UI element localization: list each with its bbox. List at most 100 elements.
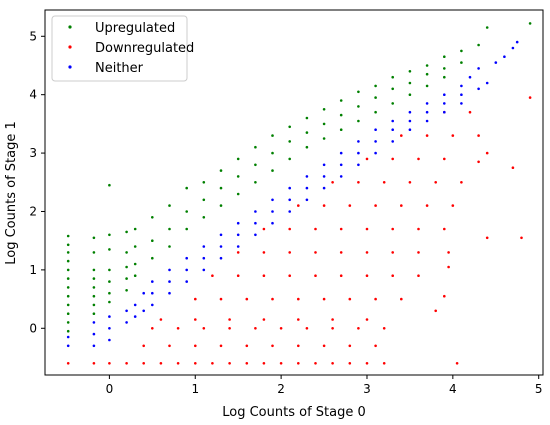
data-point — [297, 297, 300, 301]
series-neither — [66, 40, 519, 348]
data-point — [185, 280, 188, 283]
data-point — [288, 140, 292, 143]
data-point — [66, 321, 70, 324]
data-point — [425, 119, 429, 123]
data-point — [408, 93, 412, 96]
data-point — [288, 251, 292, 254]
data-point — [211, 362, 214, 365]
data-point — [447, 265, 450, 269]
data-point — [151, 291, 154, 295]
data-point — [322, 344, 326, 348]
data-point — [391, 157, 395, 161]
data-point — [168, 280, 171, 283]
data-point — [245, 362, 249, 365]
data-point — [133, 303, 137, 307]
legend-box — [51, 15, 188, 82]
data-point — [485, 81, 489, 85]
data-point — [331, 181, 334, 184]
data-point — [322, 297, 326, 301]
data-point — [271, 198, 274, 202]
data-point — [66, 294, 70, 298]
x-tick-label: 2 — [277, 382, 285, 396]
y-tick-label: 2 — [29, 204, 37, 218]
data-point — [348, 344, 352, 348]
data-point — [417, 227, 420, 231]
data-point — [133, 315, 137, 318]
data-point — [219, 297, 223, 301]
legend-marker — [68, 45, 72, 49]
data-point — [92, 362, 96, 365]
data-point — [142, 344, 145, 348]
data-point — [391, 102, 395, 105]
data-point — [365, 227, 369, 231]
data-point — [254, 233, 257, 237]
data-point — [288, 125, 292, 129]
y-axis: 0 1 2 3 4 5 — [29, 29, 45, 335]
data-point — [391, 87, 395, 91]
data-point — [339, 227, 343, 231]
data-point — [168, 245, 171, 248]
data-point — [305, 131, 309, 134]
data-point — [125, 309, 128, 313]
data-point — [202, 181, 206, 184]
data-point — [92, 344, 96, 348]
series-upregulated — [66, 22, 532, 333]
data-point — [108, 268, 111, 272]
data-point — [168, 291, 171, 295]
data-point — [202, 216, 206, 219]
data-point — [254, 145, 257, 149]
x-axis-label: Log Counts of Stage 0 — [222, 405, 366, 420]
data-point — [374, 110, 377, 114]
data-point — [365, 318, 369, 321]
data-point — [271, 210, 274, 213]
x-tick-label: 0 — [106, 382, 114, 396]
data-point — [66, 362, 70, 365]
data-point — [66, 312, 70, 316]
data-point — [142, 309, 145, 313]
y-tick-label: 1 — [29, 263, 37, 277]
data-point — [357, 151, 360, 155]
data-point — [271, 169, 274, 172]
data-point — [108, 300, 111, 304]
data-point — [391, 274, 395, 278]
data-point — [382, 362, 386, 365]
data-point — [228, 362, 231, 365]
data-point — [408, 110, 412, 114]
data-point — [262, 318, 266, 321]
data-point — [305, 175, 309, 178]
data-point — [357, 90, 360, 94]
data-point — [219, 245, 223, 248]
data-point — [271, 344, 274, 348]
data-point — [108, 183, 111, 187]
data-point — [271, 297, 274, 301]
data-point — [92, 332, 96, 336]
data-point — [357, 105, 360, 108]
data-point — [322, 186, 326, 190]
data-point — [236, 274, 240, 278]
data-point — [133, 274, 137, 278]
data-point — [185, 210, 188, 213]
data-point — [125, 362, 128, 365]
data-point — [365, 251, 369, 254]
data-point — [339, 163, 343, 167]
data-point — [400, 134, 403, 137]
data-point — [374, 151, 377, 155]
data-point — [443, 110, 446, 114]
data-point — [66, 268, 70, 272]
data-point — [434, 309, 438, 313]
data-point — [477, 160, 480, 164]
data-point — [443, 75, 446, 79]
data-point — [314, 274, 317, 278]
data-point — [133, 227, 137, 231]
data-point — [219, 169, 223, 172]
data-point — [443, 157, 446, 161]
data-point — [236, 157, 240, 161]
data-point — [288, 157, 292, 161]
data-point — [66, 335, 70, 339]
data-point — [477, 67, 480, 70]
y-tick-label: 5 — [29, 29, 37, 43]
data-point — [382, 327, 386, 330]
data-point — [185, 268, 188, 272]
data-point — [142, 362, 145, 365]
data-point — [66, 277, 70, 280]
